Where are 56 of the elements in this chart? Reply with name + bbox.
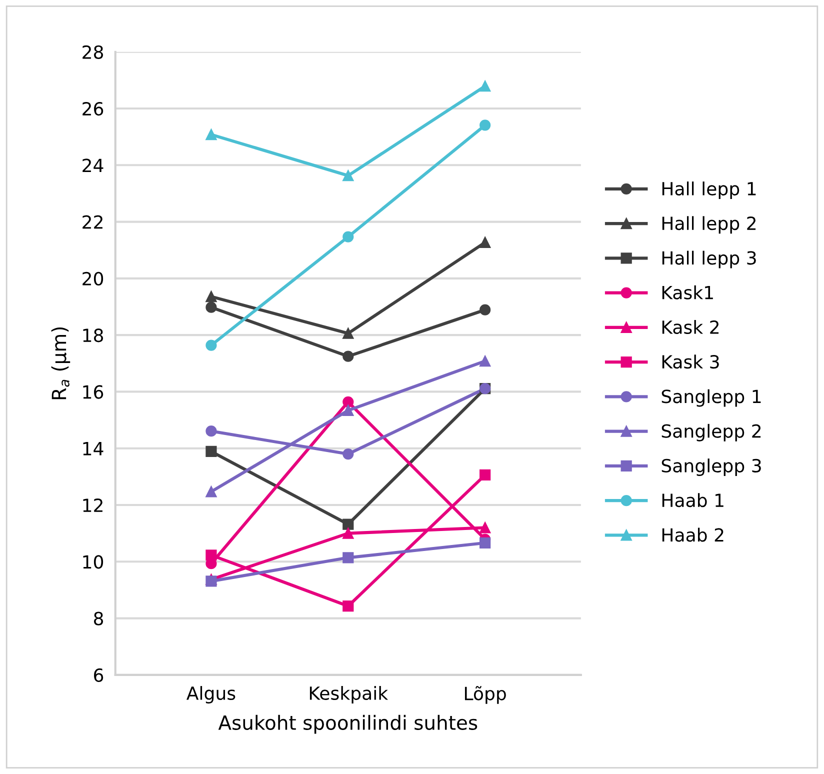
point (480, 80, 491, 92)
point (480, 304, 491, 316)
legend-label: Kask1 (662, 285, 713, 300)
y-tick-label: 28 (82, 45, 104, 59)
point (342, 328, 354, 339)
legend-label: Hall lepp 3 (662, 250, 756, 268)
point (342, 552, 354, 564)
point (342, 404, 354, 416)
legend-label: Sanglepp 1 (662, 389, 761, 407)
point (342, 170, 354, 182)
y-tick-label: 18 (83, 328, 104, 342)
y-tick-label: 8 (94, 612, 104, 626)
x-tick-label: Algus (186, 686, 236, 704)
x-tick-label: Keskpaik (310, 686, 388, 704)
point (206, 550, 217, 561)
x-axis-title: Asukoht spoonilindi suhtes (218, 714, 478, 734)
y-tick-label: 22 (82, 215, 102, 229)
point (342, 231, 354, 242)
point (480, 522, 491, 534)
point (480, 120, 491, 131)
y-tick-label: 20 (82, 272, 104, 286)
legend-label: Hall lepp 1 (662, 182, 756, 199)
y-tick-label: 24 (82, 158, 104, 172)
y-tick-label: 16 (83, 385, 104, 399)
point (342, 448, 354, 460)
legend-label: Sanglepp 2 (662, 424, 761, 442)
point (342, 600, 354, 612)
y-tick-label: 10 (83, 555, 104, 569)
point (342, 350, 354, 362)
legend-label: Haab 1 (662, 493, 724, 508)
y-tick-label: 6 (94, 668, 104, 682)
point (342, 396, 354, 408)
point (206, 576, 217, 587)
legend-label: Sanglepp 3 (662, 458, 761, 476)
y-tick-label: 12 (83, 498, 102, 512)
point (342, 528, 354, 539)
legend-label: Haab 2 (662, 528, 724, 542)
x-tick-label: Lõpp (464, 686, 506, 704)
point (342, 518, 354, 530)
point (206, 302, 217, 313)
point (206, 291, 217, 302)
point (480, 356, 491, 367)
legend-label: Kask 2 (662, 320, 719, 334)
y-tick-label: 26 (82, 102, 104, 116)
point (480, 537, 491, 549)
legend-label: Hall lepp 2 (662, 216, 756, 234)
point (206, 446, 217, 458)
point (206, 486, 217, 498)
point (480, 469, 491, 481)
point (206, 129, 217, 140)
point (206, 340, 217, 351)
point (480, 236, 491, 248)
point (206, 426, 217, 437)
y-axis-title: R$_{a}$ (µm) (51, 327, 70, 400)
legend-label: Kask 3 (662, 354, 719, 369)
y-tick-label: 14 (83, 442, 104, 456)
